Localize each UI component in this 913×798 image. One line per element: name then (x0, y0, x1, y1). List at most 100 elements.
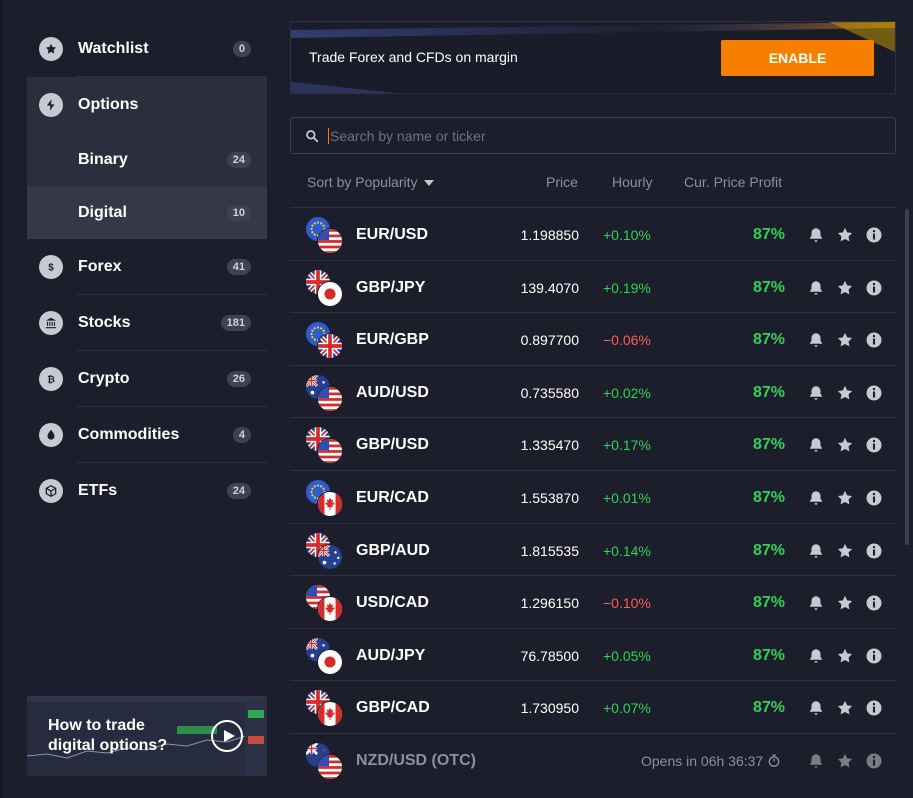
search-input[interactable] (328, 127, 868, 144)
search-box[interactable] (290, 117, 896, 154)
asset-row[interactable]: USD/CAD 1.296150 −0.10% 87% (290, 575, 896, 628)
bell-icon[interactable] (806, 225, 826, 245)
bell-icon[interactable] (806, 383, 826, 403)
promo-video-card[interactable]: How to trade digital options? (27, 696, 267, 776)
sidebar-item-options[interactable]: Options (27, 77, 267, 133)
bell-icon[interactable] (806, 751, 826, 771)
star-icon[interactable] (835, 698, 855, 718)
star-icon[interactable] (835, 278, 855, 298)
star-icon[interactable] (835, 751, 855, 771)
asset-price: 0.735580 (520, 384, 579, 401)
asset-hourly-change: −0.10% (603, 595, 651, 612)
asset-row[interactable]: GBP/AUD 1.815535 +0.14% 87% (290, 522, 896, 576)
sidebar-item-watchlist[interactable]: Watchlist 0 (27, 21, 267, 77)
asset-symbol: GBP/CAD (356, 699, 430, 717)
sidebar-item-stocks[interactable]: Stocks 181 (27, 295, 267, 351)
info-icon[interactable] (864, 593, 884, 613)
asset-hourly-change: +0.07% (603, 700, 651, 717)
asset-hourly-change: +0.05% (603, 647, 651, 664)
asset-profit: 87% (752, 383, 785, 401)
count-badge: 4 (232, 427, 251, 443)
flag-us-icon (317, 753, 343, 780)
bell-icon[interactable] (806, 541, 826, 561)
asset-hourly-change: +0.14% (603, 542, 651, 559)
asset-row[interactable]: GBP/CAD 1.730950 +0.07% 87% (290, 680, 896, 733)
scrollbar[interactable] (905, 209, 909, 545)
sidebar-item-forex[interactable]: $ Forex 41 (27, 239, 267, 295)
currency-flags (305, 584, 345, 623)
asset-price: 1.553870 (520, 489, 579, 506)
asset-row[interactable]: EUR/USD 1.198850 +0.10% 87% (290, 207, 896, 260)
sidebar-item-etfs[interactable]: ETFs 24 (27, 463, 267, 519)
sidebar-item-digital[interactable]: Digital 10 (27, 186, 267, 239)
bell-icon[interactable] (806, 698, 826, 718)
currency-flags (305, 689, 345, 728)
flag-gb-icon (317, 333, 343, 360)
timer-icon (763, 753, 781, 769)
asset-price: 1.335470 (520, 437, 579, 454)
divider (77, 76, 267, 77)
asset-row[interactable]: EUR/CAD 1.553870 +0.01% 87% (290, 469, 896, 523)
info-icon[interactable] (864, 225, 884, 245)
play-icon[interactable] (211, 720, 243, 752)
info-icon[interactable] (864, 488, 884, 508)
bell-icon[interactable] (806, 593, 826, 613)
info-icon[interactable] (864, 698, 884, 718)
row-actions (806, 383, 886, 403)
sort-dropdown[interactable]: Sort by Popularity (307, 174, 434, 190)
bell-icon[interactable] (806, 330, 826, 350)
asset-hourly-change: −0.06% (603, 332, 651, 349)
star-icon[interactable] (835, 488, 855, 508)
divider (77, 462, 267, 463)
star-icon[interactable] (835, 225, 855, 245)
asset-price: 76.78500 (520, 647, 579, 664)
asset-row[interactable]: GBP/JPY 139.4070 +0.19% 87% (290, 259, 896, 313)
sidebar-item-binary[interactable]: Binary 24 (27, 133, 267, 186)
asset-hourly-change: +0.19% (603, 279, 651, 296)
svg-text:₿: ₿ (47, 375, 55, 385)
info-icon[interactable] (864, 541, 884, 561)
currency-flags (305, 531, 345, 570)
divider (77, 350, 267, 351)
count-badge: 24 (226, 151, 251, 168)
info-icon[interactable] (864, 751, 884, 771)
star-icon[interactable] (835, 541, 855, 561)
star-icon[interactable] (835, 383, 855, 403)
info-icon[interactable] (864, 383, 884, 403)
star-icon[interactable] (835, 330, 855, 350)
bell-icon[interactable] (806, 488, 826, 508)
sidebar-item-label: Watchlist (78, 40, 149, 57)
currency-flags (305, 268, 345, 307)
star-icon[interactable] (835, 435, 855, 455)
info-icon[interactable] (864, 278, 884, 298)
asset-row[interactable]: EUR/GBP 0.897700 −0.06% 87% (290, 312, 896, 365)
row-actions (806, 646, 886, 666)
asset-price: 1.296150 (520, 595, 579, 612)
info-icon[interactable] (864, 435, 884, 455)
star-icon[interactable] (835, 646, 855, 666)
asset-row[interactable]: NZD/USD (OTC) Opens in 06h 36:37 (290, 732, 896, 786)
bell-icon[interactable] (806, 435, 826, 455)
asset-hourly-change: +0.02% (603, 384, 651, 401)
asset-row[interactable]: AUD/JPY 76.78500 +0.05% 87% (290, 627, 896, 681)
asset-row[interactable]: GBP/USD 1.335470 +0.17% 87% (290, 417, 896, 470)
sidebar-item-commodities[interactable]: Commodities 4 (27, 407, 267, 463)
bell-icon[interactable] (806, 278, 826, 298)
asset-row[interactable]: AUD/USD 0.735580 +0.02% 87% (290, 364, 896, 418)
asset-profit: 87% (752, 488, 785, 506)
info-icon[interactable] (864, 646, 884, 666)
banner-message: Trade Forex and CFDs on margin (309, 49, 518, 65)
info-icon[interactable] (864, 330, 884, 350)
asset-symbol: NZD/USD (OTC) (356, 751, 476, 769)
asset-hourly-change: +0.17% (603, 437, 651, 454)
asset-profit: 87% (752, 278, 785, 296)
currency-flags (305, 478, 345, 517)
flag-ca-icon (317, 490, 343, 517)
asset-price: 139.4070 (520, 279, 579, 296)
asset-profit: 87% (752, 594, 785, 612)
row-actions (806, 593, 886, 613)
enable-button[interactable]: ENABLE (721, 40, 874, 76)
star-icon[interactable] (835, 593, 855, 613)
sidebar-item-crypto[interactable]: ₿ Crypto 26 (27, 351, 267, 407)
bell-icon[interactable] (806, 646, 826, 666)
